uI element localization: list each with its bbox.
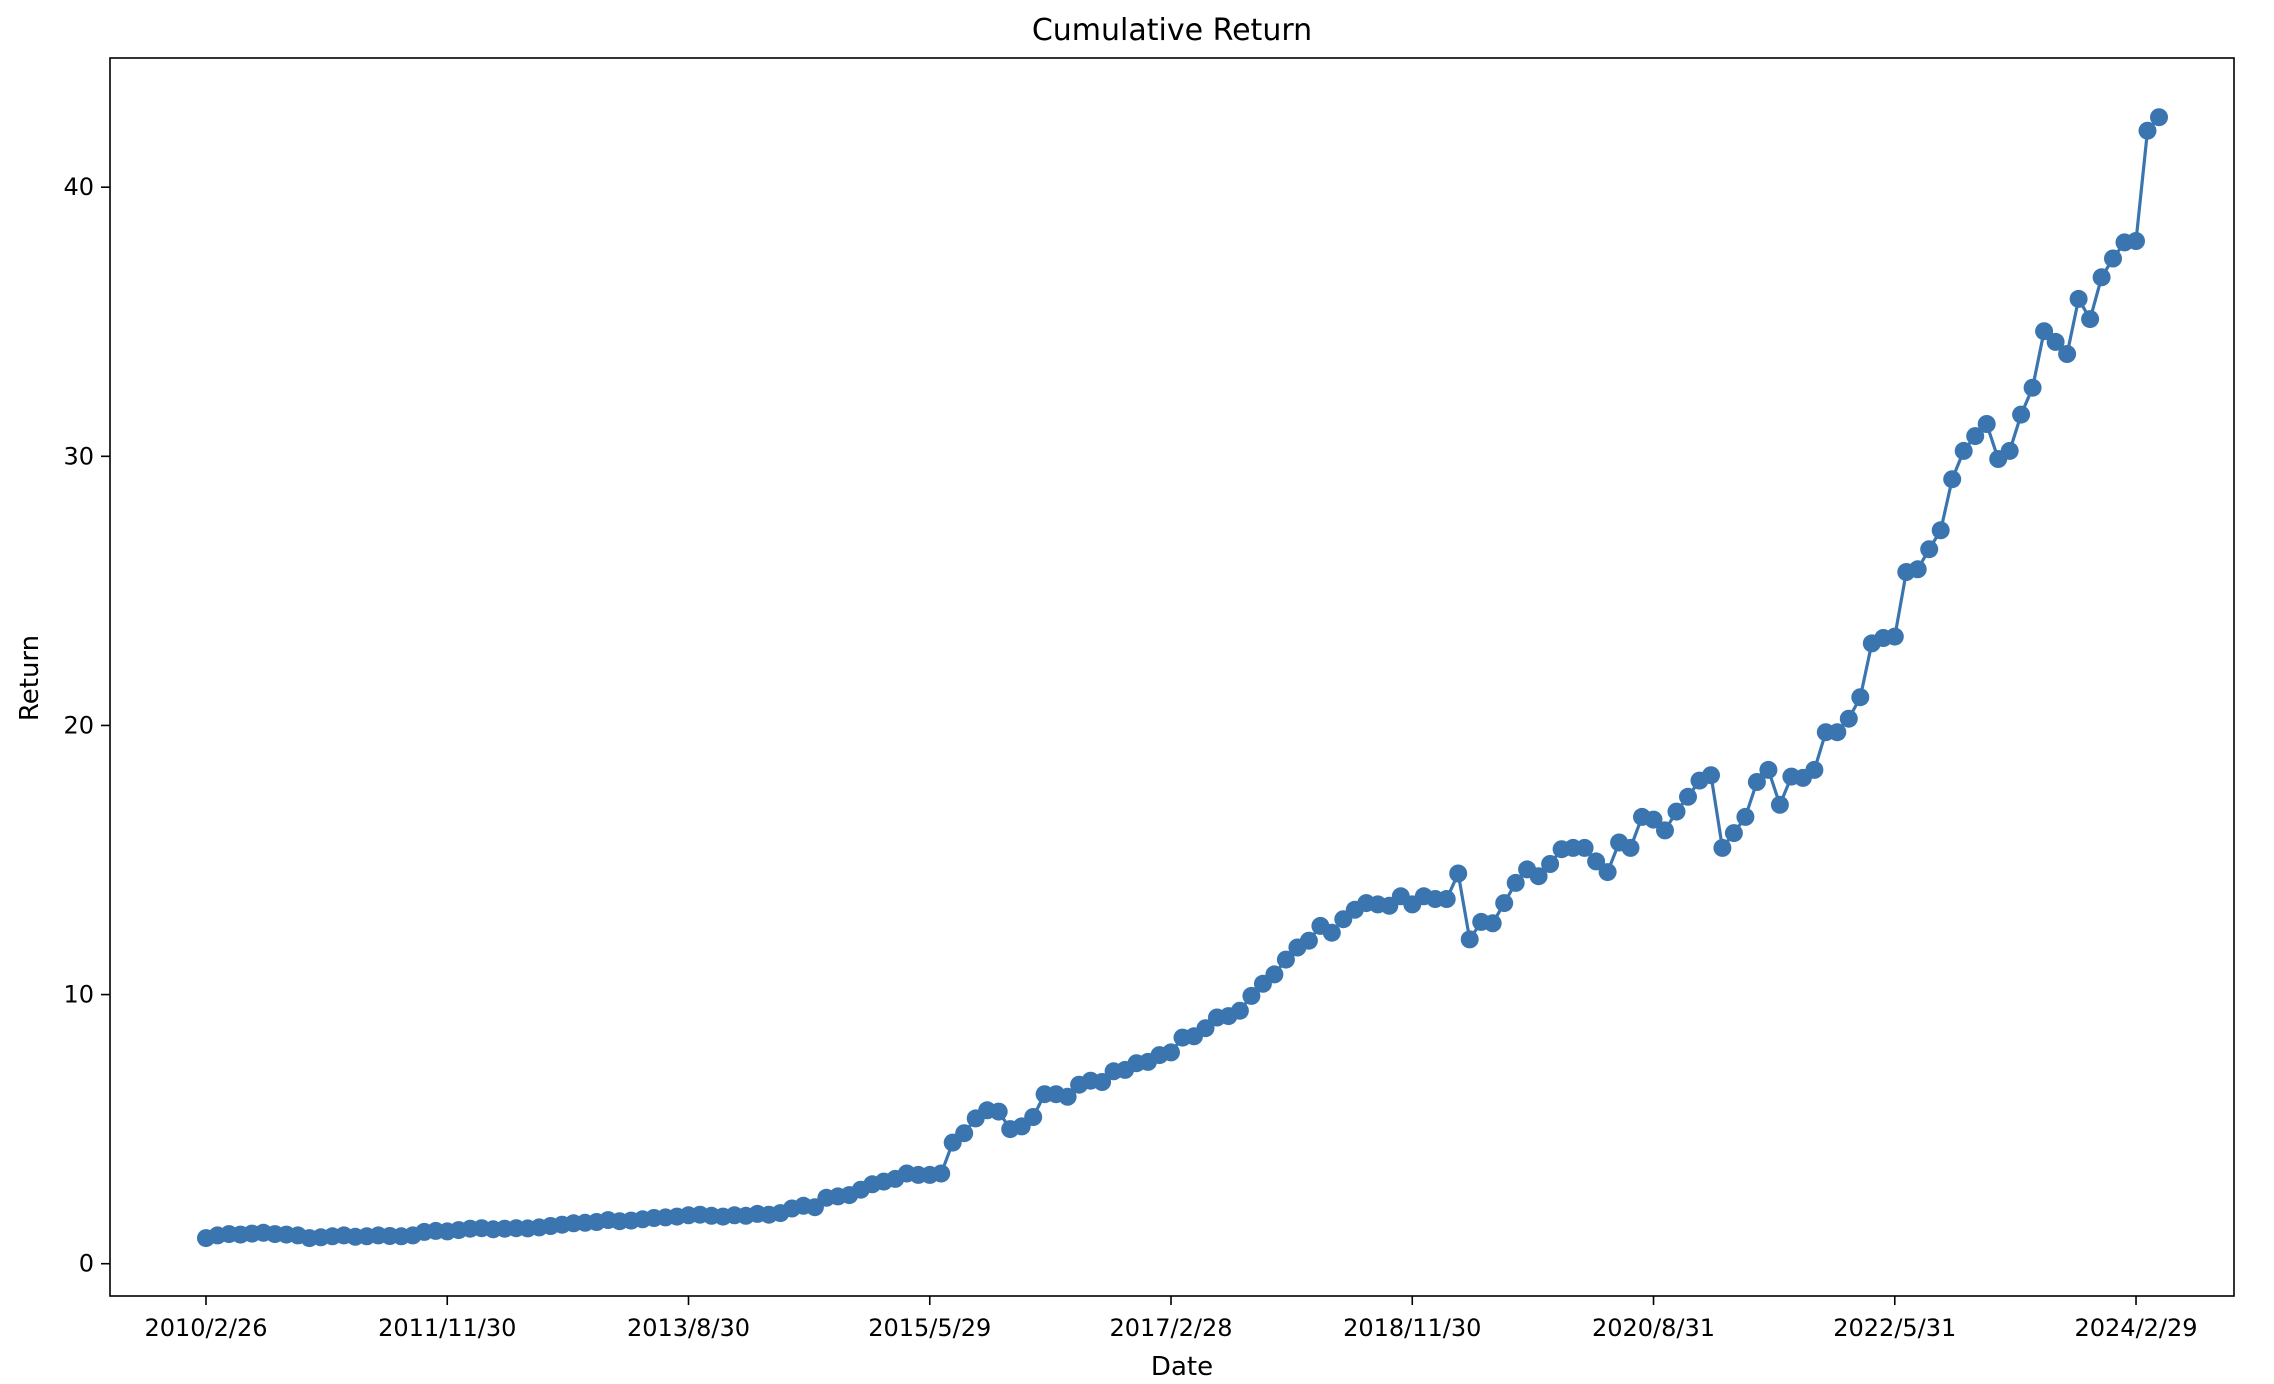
- data-point: [1058, 1087, 1077, 1106]
- x-tick-label: 2013/8/30: [627, 1314, 750, 1342]
- y-tick-label: 20: [63, 711, 94, 739]
- data-point: [955, 1124, 974, 1143]
- data-point: [2150, 108, 2168, 127]
- chart-title: Cumulative Return: [1032, 13, 1312, 48]
- series-layer: [197, 108, 2168, 1248]
- data-point: [1644, 810, 1663, 829]
- x-tick-label: 2017/2/28: [1109, 1314, 1232, 1342]
- data-point: [1943, 470, 1962, 489]
- data-point: [1529, 867, 1548, 886]
- x-tick-label: 2011/11/30: [378, 1314, 516, 1342]
- x-tick-label: 2018/11/30: [1343, 1314, 1481, 1342]
- data-point: [1931, 521, 1950, 540]
- data-point: [1954, 441, 1973, 460]
- data-point: [1920, 540, 1939, 559]
- data-point: [1747, 773, 1766, 791]
- data-point: [1828, 723, 1847, 742]
- data-point: [1598, 863, 1617, 882]
- data-point: [1575, 838, 1594, 857]
- data-point: [2069, 289, 2088, 308]
- data-point: [1805, 760, 1824, 779]
- plot-frame: [109, 57, 2235, 1297]
- data-point: [1299, 931, 1318, 950]
- data-point: [1770, 795, 1789, 814]
- data-point: [2023, 378, 2042, 397]
- data-point: [1541, 855, 1560, 873]
- y-tick-label: 40: [63, 173, 94, 201]
- data-point: [1495, 894, 1514, 913]
- y-tick-label: 10: [63, 981, 94, 1009]
- data-point: [1977, 415, 1996, 433]
- data-point: [1702, 766, 1720, 785]
- data-point: [1736, 807, 1755, 826]
- data-point: [2092, 268, 2111, 287]
- data-point: [1242, 986, 1261, 1005]
- data-point: [1483, 914, 1502, 933]
- data-point: [1759, 760, 1778, 779]
- x-axis: 2010/2/26 2011/11/30 2013/8/30 2015/5/29 201…: [144, 1296, 2198, 1342]
- x-tick-label: 2010/2/26: [144, 1314, 267, 1342]
- data-point: [1196, 1019, 1215, 1038]
- data-point: [1093, 1073, 1112, 1091]
- y-tick-label: 0: [79, 1250, 94, 1278]
- data-point: [1460, 930, 1479, 949]
- y-axis-label: Return: [15, 635, 45, 721]
- data-point: [1506, 873, 1525, 892]
- data-point: [2012, 405, 2031, 424]
- data-point: [1587, 852, 1606, 871]
- data-point: [1322, 923, 1341, 942]
- data-point: [2104, 249, 2122, 268]
- data-point: [1679, 787, 1697, 806]
- data-point: [2127, 232, 2145, 250]
- data-point: [1839, 709, 1858, 728]
- plot-area: 2010/2/26 2011/11/30 2013/8/30 2015/5/29 201…: [63, 57, 2235, 1342]
- data-point: [2058, 345, 2077, 363]
- x-tick-label: 2020/8/31: [1592, 1314, 1715, 1342]
- data-point: [2046, 332, 2065, 351]
- data-point: [1667, 802, 1686, 821]
- data-point: [2138, 121, 2157, 140]
- data-point: [1162, 1043, 1180, 1062]
- data-point: [1724, 824, 1743, 843]
- data-point: [1713, 838, 1732, 857]
- data-point: [932, 1164, 951, 1183]
- x-tick-label: 2022/5/31: [1833, 1314, 1956, 1342]
- data-point: [1230, 1001, 1249, 1020]
- x-tick-label: 2024/2/29: [2074, 1314, 2197, 1342]
- data-point: [1966, 427, 1985, 446]
- data-point: [1276, 950, 1295, 969]
- data-point: [2000, 441, 2019, 460]
- data-point: [1851, 688, 1870, 707]
- x-tick-label: 2015/5/29: [868, 1314, 991, 1342]
- x-axis-label: Date: [1151, 1352, 1213, 1382]
- data-point: [989, 1102, 1008, 1121]
- data-point: [1621, 838, 1640, 857]
- data-point: [1024, 1108, 1043, 1126]
- data-point: [1885, 627, 1904, 646]
- data-point: [1908, 560, 1927, 579]
- data-point: [1449, 864, 1468, 883]
- data-point: [1656, 821, 1674, 840]
- data-point: [1437, 890, 1456, 908]
- y-tick-label: 30: [63, 442, 94, 470]
- data-point: [2081, 310, 2100, 329]
- y-axis: 0 10 20 30 40: [63, 173, 110, 1278]
- data-point: [2035, 322, 2054, 341]
- data-point: [1265, 965, 1284, 984]
